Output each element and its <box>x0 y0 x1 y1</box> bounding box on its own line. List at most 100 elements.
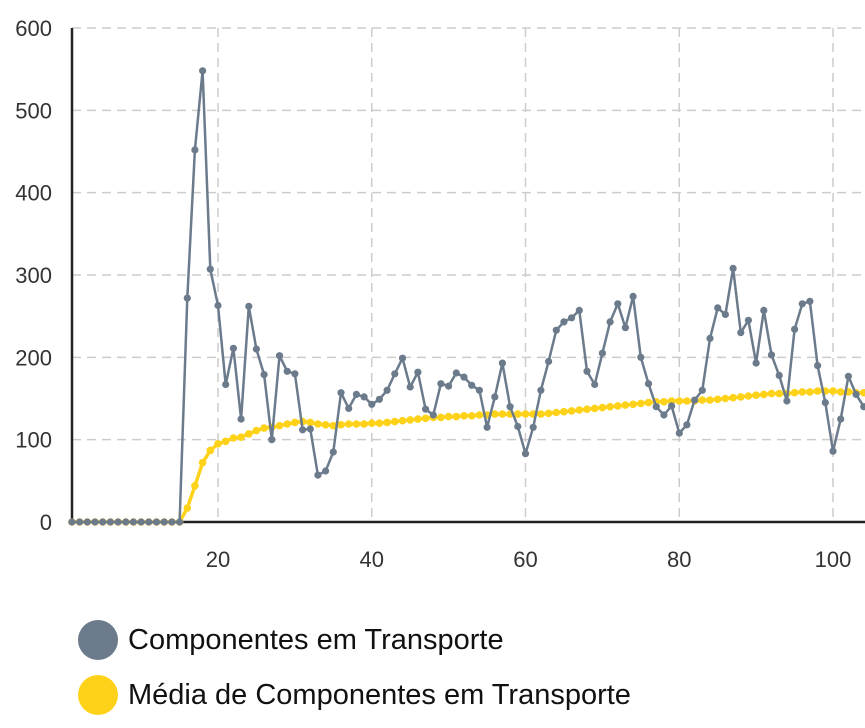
data-point-media-78 <box>660 398 668 406</box>
data-point-componentes-104 <box>860 403 865 411</box>
legend-swatch-componentes <box>78 620 118 660</box>
data-point-componentes-31 <box>299 426 307 434</box>
data-point-componentes-4 <box>91 518 99 526</box>
data-point-media-51 <box>452 412 461 421</box>
data-point-componentes-62 <box>537 386 545 394</box>
data-point-media-23 <box>237 433 245 442</box>
data-point-componentes-6 <box>106 518 114 526</box>
data-point-media-95 <box>790 388 799 397</box>
data-point-componentes-91 <box>760 306 768 314</box>
data-point-media-56 <box>491 410 499 418</box>
data-point-media-73 <box>621 401 630 409</box>
data-point-componentes-59 <box>514 422 522 431</box>
data-point-componentes-72 <box>614 300 622 308</box>
data-point-media-93 <box>775 389 783 398</box>
data-point-componentes-68 <box>583 367 591 375</box>
data-point-componentes-53 <box>468 381 476 389</box>
data-point-componentes-33 <box>314 471 322 479</box>
data-point-media-46 <box>414 415 422 423</box>
data-point-componentes-84 <box>706 334 714 342</box>
data-point-componentes-102 <box>844 372 853 380</box>
data-point-componentes-18 <box>199 67 207 75</box>
data-point-componentes-60 <box>521 450 530 458</box>
data-point-media-90 <box>752 391 760 400</box>
data-point-componentes-25 <box>252 345 260 353</box>
data-point-media-53 <box>467 412 476 420</box>
data-point-componentes-69 <box>591 380 599 389</box>
data-point-media-45 <box>406 416 415 424</box>
data-point-componentes-2 <box>76 518 84 526</box>
data-point-media-75 <box>637 399 645 408</box>
data-point-componentes-37 <box>345 404 353 412</box>
data-point-media-59 <box>514 410 522 418</box>
data-point-media-54 <box>475 411 484 419</box>
data-point-componentes-85 <box>714 304 722 312</box>
data-point-componentes-65 <box>560 318 568 326</box>
data-point-media-50 <box>444 412 453 421</box>
data-point-componentes-56 <box>491 393 499 401</box>
data-point-media-32 <box>306 418 315 427</box>
data-point-componentes-52 <box>460 373 468 381</box>
y-tick-label-400: 400 <box>15 181 52 206</box>
data-point-componentes-13 <box>160 518 168 526</box>
data-point-media-87 <box>729 393 737 402</box>
data-point-media-52 <box>460 412 468 420</box>
data-point-media-33 <box>314 420 322 428</box>
data-point-componentes-8 <box>122 518 130 526</box>
data-point-componentes-41 <box>375 395 383 403</box>
data-point-componentes-74 <box>629 292 637 300</box>
data-point-componentes-7 <box>114 518 122 526</box>
data-point-componentes-89 <box>744 316 753 324</box>
data-point-componentes-83 <box>698 386 706 394</box>
data-point-componentes-15 <box>176 518 184 526</box>
data-point-media-44 <box>398 416 407 425</box>
series-componentes <box>68 67 865 526</box>
data-point-componentes-93 <box>775 371 783 379</box>
data-point-componentes-17 <box>191 146 199 154</box>
data-point-media-88 <box>737 393 745 401</box>
data-point-componentes-38 <box>352 390 360 398</box>
data-point-media-43 <box>391 417 399 426</box>
legend-item-componentes[interactable]: Componentes em Transporte <box>78 618 631 662</box>
data-point-componentes-27 <box>268 436 276 444</box>
data-point-componentes-99 <box>821 399 829 407</box>
grid-lines <box>72 27 865 522</box>
data-point-media-98 <box>813 387 822 395</box>
data-point-media-28 <box>275 421 284 430</box>
y-tick-label-200: 200 <box>15 345 52 370</box>
data-point-media-19 <box>206 446 215 455</box>
data-point-componentes-12 <box>152 518 161 526</box>
data-point-componentes-35 <box>329 448 337 456</box>
legend-label-componentes: Componentes em Transporte <box>128 623 504 656</box>
data-point-media-72 <box>614 402 622 410</box>
legend-item-media[interactable]: Média de Componentes em Transporte <box>78 673 631 717</box>
data-point-componentes-63 <box>545 357 553 365</box>
data-point-componentes-88 <box>737 329 745 337</box>
data-point-media-30 <box>291 418 299 427</box>
line-chart: 0 100 200 300 400 500 600 20 40 60 80 100 <box>15 16 865 572</box>
data-point-media-41 <box>375 419 384 428</box>
y-tick-label-500: 500 <box>15 98 52 123</box>
data-point-media-29 <box>283 420 292 428</box>
data-point-componentes-76 <box>644 380 653 388</box>
data-point-media-62 <box>537 410 545 418</box>
data-point-media-24 <box>245 430 253 438</box>
data-point-componentes-61 <box>529 423 537 431</box>
data-point-componentes-40 <box>368 400 376 408</box>
data-point-media-47 <box>421 414 430 423</box>
data-point-media-74 <box>629 400 637 409</box>
data-point-componentes-96 <box>798 300 806 308</box>
data-point-componentes-78 <box>660 411 668 419</box>
data-point-componentes-5 <box>99 518 107 526</box>
data-point-componentes-36 <box>337 389 345 397</box>
x-tick-label-100: 100 <box>815 547 852 572</box>
data-point-media-63 <box>544 409 553 418</box>
data-point-componentes-82 <box>691 396 699 404</box>
x-tick-label-80: 80 <box>667 547 691 572</box>
data-point-componentes-66 <box>568 314 576 322</box>
data-point-componentes-98 <box>814 362 822 370</box>
data-point-componentes-16 <box>183 294 191 302</box>
data-point-media-70 <box>598 403 607 412</box>
data-point-componentes-48 <box>429 411 437 419</box>
data-point-media-64 <box>552 408 561 417</box>
